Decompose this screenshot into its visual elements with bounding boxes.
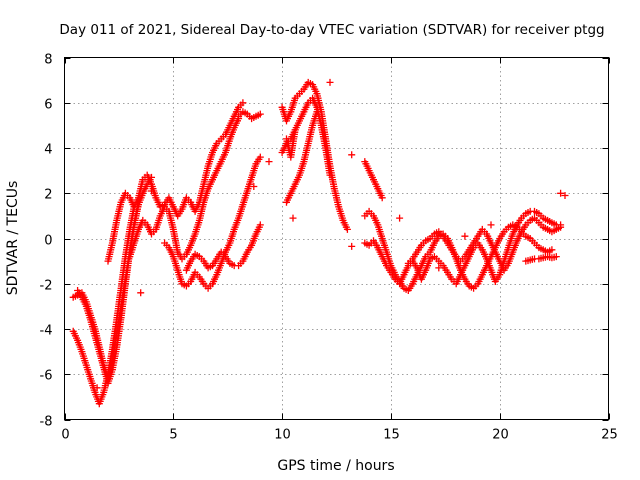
y-tick-label: 6 <box>44 98 52 113</box>
data-point <box>487 221 495 229</box>
x-tick-label: 10 <box>274 428 291 443</box>
y-tick-label: 4 <box>44 143 52 158</box>
y-tick-label: 0 <box>44 234 52 249</box>
y-tick-label: -4 <box>40 324 53 339</box>
y-tick-labels: -8 -6 -4 -2 0 2 4 6 8 <box>40 53 53 430</box>
x-tick-label: 15 <box>383 428 400 443</box>
y-tick-label: -8 <box>40 415 53 430</box>
x-tick-label: 0 <box>61 428 69 443</box>
data-point <box>256 221 264 229</box>
data-point <box>250 183 258 190</box>
data-point <box>435 264 443 272</box>
data-point <box>93 384 101 392</box>
y-tick-label: -6 <box>40 369 53 384</box>
chart-title: Day 011 of 2021, Sidereal Day-to-day VTE… <box>59 22 604 38</box>
data-point <box>148 187 155 195</box>
data-point <box>552 253 560 261</box>
data-point <box>461 232 469 240</box>
data-point <box>396 214 404 222</box>
data-point <box>313 108 321 116</box>
y-axis-label: SDTVAR / TECUs <box>5 181 21 296</box>
data-point <box>256 153 264 161</box>
data-point <box>326 78 334 86</box>
data-point <box>289 214 297 222</box>
data-point <box>265 158 273 166</box>
y-tick-label: -2 <box>40 279 53 294</box>
data-point <box>348 242 356 250</box>
data-point <box>548 246 556 254</box>
x-axis-label: GPS time / hours <box>277 458 394 474</box>
data-point <box>343 225 351 233</box>
data-point <box>378 194 386 202</box>
data-point <box>326 171 334 179</box>
data-point <box>291 126 299 134</box>
data-points <box>69 78 569 408</box>
data-point <box>561 192 569 199</box>
data-point <box>137 289 145 297</box>
data-point <box>557 223 565 231</box>
x-tick-label: 20 <box>492 428 509 443</box>
data-point <box>557 189 565 197</box>
x-tick-label: 5 <box>169 428 177 443</box>
data-point <box>239 99 247 107</box>
axis-ticks <box>64 57 610 421</box>
plot-frame <box>64 57 609 420</box>
data-point <box>256 110 264 118</box>
x-tick-labels: 0 5 10 15 20 25 <box>61 428 617 443</box>
x-tick-label: 25 <box>601 428 618 443</box>
data-point <box>348 151 356 159</box>
y-tick-label: 2 <box>44 188 52 203</box>
y-tick-label: 8 <box>44 53 52 68</box>
